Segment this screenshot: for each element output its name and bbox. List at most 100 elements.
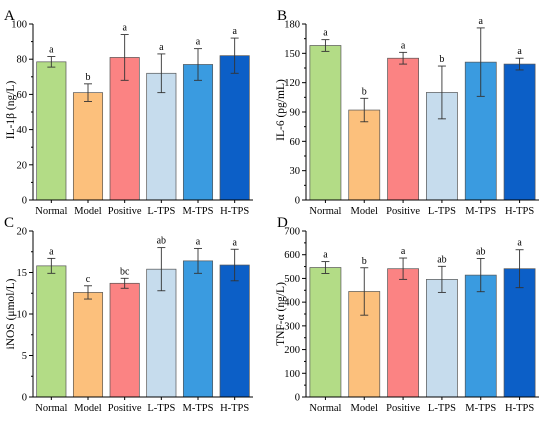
y-axis-label: iNOS (μmol/L) — [5, 278, 17, 349]
x-tick-label: Model — [74, 403, 101, 414]
significance-letter: a — [232, 237, 237, 248]
y-tick-label: 200 — [284, 345, 300, 356]
x-tick-label: L-TPS — [147, 403, 175, 414]
x-tick-label: H-TPS — [505, 206, 534, 217]
significance-letter: a — [401, 40, 406, 51]
y-tick-label: 5 — [22, 351, 27, 362]
y-tick-label: 30 — [290, 166, 301, 177]
bar-m-tps — [182, 260, 214, 398]
significance-letter: a — [232, 26, 237, 37]
x-tick-label: Positive — [108, 403, 142, 414]
bar-positive — [109, 57, 140, 201]
bar-m-tps — [464, 274, 497, 398]
significance-letter: a — [323, 28, 328, 39]
x-tick-label: M-TPS — [183, 206, 214, 217]
bar-l-tps — [426, 279, 458, 398]
x-tick-label: M-TPS — [183, 403, 214, 414]
bar-model — [72, 92, 104, 201]
x-tick-label: Normal — [35, 206, 67, 217]
significance-letter: b — [86, 72, 91, 83]
significance-letter: b — [439, 54, 444, 65]
significance-letter: a — [122, 23, 127, 34]
significance-letter: b — [362, 256, 367, 267]
bar-positive — [387, 268, 419, 398]
x-tick-label: Model — [351, 403, 378, 414]
significance-letter: c — [86, 274, 91, 285]
significance-letter: b — [362, 86, 367, 97]
y-tick-label: 150 — [284, 49, 300, 60]
x-tick-label: H-TPS — [220, 403, 249, 414]
bar-m-tps — [182, 64, 214, 201]
significance-letter: a — [196, 37, 201, 48]
bar-normal — [36, 265, 67, 398]
y-tick-label: 90 — [290, 108, 301, 119]
y-tick-label: 80 — [17, 55, 28, 66]
y-tick-label: 300 — [284, 321, 300, 332]
x-tick-label: Positive — [386, 206, 420, 217]
y-tick-label: 20 — [17, 160, 28, 171]
chart-panel-a: A IL-1β (ng/L) 0 20 40 60 80 100 a Normal b Model a P… — [4, 8, 253, 217]
y-axis-label: IL-1β (ng/L) — [5, 81, 17, 140]
significance-letter: a — [517, 46, 522, 57]
y-tick-label: 600 — [284, 250, 300, 261]
panel-letter: B — [277, 8, 287, 24]
y-tick-label: 20 — [17, 227, 28, 238]
x-tick-label: L-TPS — [428, 206, 456, 217]
y-tick-label: 100 — [11, 20, 27, 31]
y-tick-label: 0 — [22, 196, 27, 207]
bar-normal — [309, 45, 342, 201]
y-tick-label: 15 — [17, 268, 28, 279]
y-axis-label: IL-6 (pg/mL) — [275, 79, 287, 141]
significance-letter: a — [49, 45, 54, 56]
bar-h-tps — [503, 63, 536, 201]
significance-letter: ab — [437, 254, 446, 265]
x-tick-label: L-TPS — [428, 403, 456, 414]
significance-letter: a — [517, 238, 522, 249]
x-tick-label: Normal — [309, 403, 341, 414]
x-tick-label: L-TPS — [147, 206, 175, 217]
x-tick-label: H-TPS — [505, 403, 534, 414]
panel-letter: A — [4, 8, 15, 24]
significance-letter: a — [49, 246, 54, 257]
bar-positive — [109, 282, 140, 398]
x-tick-label: Model — [351, 206, 378, 217]
chart-panel-b: B IL-6 (pg/mL) 0 30 60 90 120 150 180 a Normal b Mod… — [275, 8, 539, 217]
chart-panel-d: D TNF-α (ng/L) 0 100 200 300 400 500 600 700 a Norm… — [275, 215, 539, 414]
y-tick-label: 700 — [284, 227, 300, 238]
x-tick-label: Normal — [35, 403, 67, 414]
y-tick-label: 0 — [295, 393, 300, 404]
bar-model — [72, 292, 104, 398]
y-tick-label: 100 — [284, 369, 300, 380]
panel-letter: C — [4, 215, 14, 231]
bar-h-tps — [503, 268, 536, 398]
y-tick-label: 60 — [290, 137, 301, 148]
x-tick-label: Model — [74, 206, 101, 217]
significance-letter: bc — [120, 266, 130, 277]
significance-letter: a — [196, 236, 201, 247]
y-tick-label: 0 — [22, 393, 27, 404]
significance-letter: ab — [157, 236, 166, 247]
x-tick-label: Positive — [386, 403, 420, 414]
x-tick-label: H-TPS — [220, 206, 249, 217]
x-tick-label: M-TPS — [465, 206, 496, 217]
bar-normal — [36, 61, 67, 201]
significance-letter: a — [323, 250, 328, 261]
significance-letter: a — [159, 42, 164, 53]
panel-letter: D — [277, 215, 288, 231]
x-tick-label: Normal — [309, 206, 341, 217]
x-tick-label: Positive — [108, 206, 142, 217]
significance-letter: a — [401, 246, 406, 257]
y-tick-label: 500 — [284, 274, 300, 285]
y-tick-label: 120 — [284, 78, 300, 89]
bar-positive — [387, 57, 419, 201]
y-tick-label: 10 — [17, 310, 28, 321]
bar-normal — [309, 267, 342, 398]
y-tick-label: 40 — [17, 125, 28, 136]
y-tick-label: 180 — [284, 20, 300, 31]
significance-letter: ab — [476, 247, 485, 258]
bar-h-tps — [219, 55, 250, 201]
y-tick-label: 60 — [17, 90, 28, 101]
significance-letter: a — [479, 16, 484, 27]
